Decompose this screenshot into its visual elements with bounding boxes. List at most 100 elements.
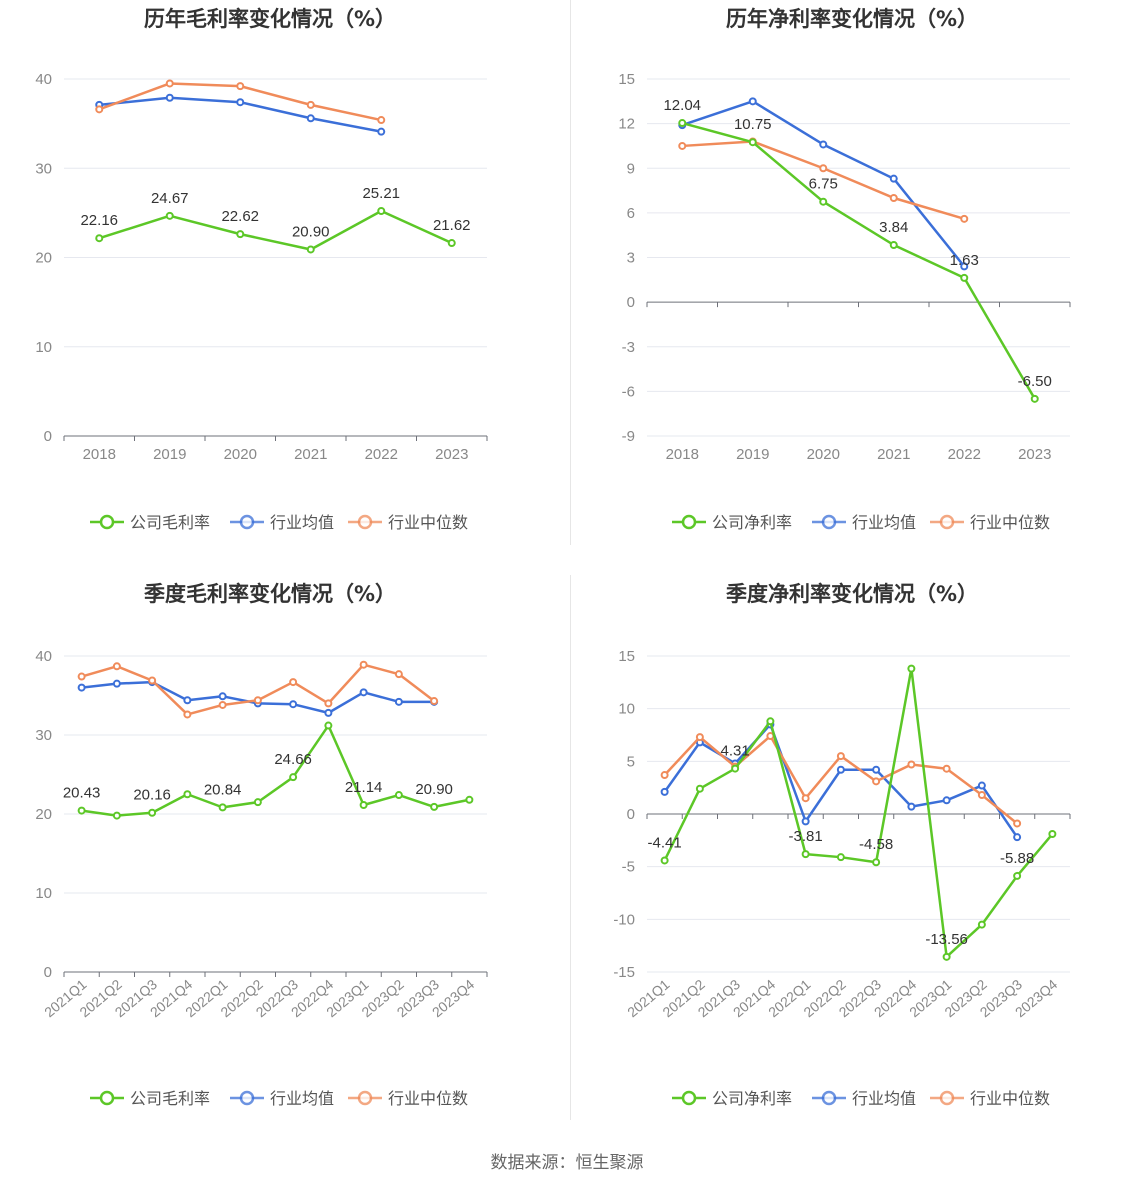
industry_avg-point[interactable] (942, 796, 951, 805)
company-point[interactable] (218, 803, 227, 812)
company-point[interactable] (801, 850, 810, 859)
company-point[interactable] (1013, 871, 1022, 880)
company-point[interactable] (907, 664, 916, 673)
industry_avg-point[interactable] (819, 140, 828, 149)
company-point[interactable] (465, 795, 474, 804)
industry_median-point[interactable] (1013, 819, 1022, 828)
industry_median-point[interactable] (324, 699, 333, 708)
industry_median-point[interactable] (801, 794, 810, 803)
industry_avg-point[interactable] (836, 765, 845, 774)
industry_avg-point[interactable] (165, 93, 174, 102)
industry_median-point[interactable] (218, 700, 227, 709)
company-point[interactable] (889, 241, 898, 250)
company-point[interactable] (430, 802, 439, 811)
industry_avg-point[interactable] (289, 700, 298, 709)
industry_avg-point[interactable] (218, 692, 227, 701)
industry_avg-point[interactable] (77, 683, 86, 692)
company-point[interactable] (678, 119, 687, 128)
industry_median-point[interactable] (394, 670, 403, 679)
company-point[interactable] (112, 811, 121, 820)
legend-item-industry_avg[interactable]: 行业均值 (812, 1089, 916, 1108)
industry_median-point[interactable] (907, 760, 916, 769)
industry_avg-point[interactable] (660, 787, 669, 796)
industry_median-point[interactable] (253, 696, 262, 705)
legend-item-industry_median[interactable]: 行业中位数 (930, 1089, 1050, 1108)
industry_median-point[interactable] (660, 771, 669, 780)
industry_median-point[interactable] (236, 82, 245, 91)
company-point[interactable] (766, 717, 775, 726)
legend-item-industry_avg[interactable]: 行业均值 (230, 513, 334, 532)
industry_avg-point[interactable] (748, 97, 757, 106)
industry_avg-point[interactable] (306, 114, 315, 123)
legend-item-company[interactable]: 公司毛利率 (90, 1089, 210, 1108)
industry_median-point[interactable] (872, 777, 881, 786)
legend-item-industry_avg[interactable]: 行业均值 (230, 1089, 334, 1108)
industry_median-point[interactable] (889, 194, 898, 202)
company-point[interactable] (819, 197, 828, 206)
legend-item-industry_avg[interactable]: 行业均值 (812, 513, 916, 532)
company-point[interactable] (748, 138, 757, 147)
company-point[interactable] (1030, 394, 1039, 403)
industry_median-point[interactable] (977, 791, 986, 800)
industry_median-point[interactable] (960, 214, 969, 223)
industry_avg-point[interactable] (377, 127, 386, 136)
industry_avg-point[interactable] (801, 817, 810, 826)
industry_median-point[interactable] (678, 141, 687, 150)
industry_median-point[interactable] (836, 752, 845, 761)
company-point[interactable] (165, 211, 174, 220)
company-point[interactable] (942, 952, 951, 961)
company-point[interactable] (447, 239, 456, 248)
company-point[interactable] (77, 806, 86, 815)
legend-item-industry_median[interactable]: 行业中位数 (348, 513, 468, 532)
company-point[interactable] (731, 764, 740, 773)
company-point[interactable] (289, 773, 298, 782)
legend-item-industry_median[interactable]: 行业中位数 (930, 513, 1050, 532)
company-point[interactable] (1048, 830, 1057, 839)
industry_avg-point[interactable] (359, 688, 368, 697)
company-point[interactable] (324, 721, 333, 730)
industry_median-point[interactable] (165, 79, 174, 88)
company-point[interactable] (148, 808, 157, 817)
company-point[interactable] (236, 230, 245, 239)
legend-item-company[interactable]: 公司净利率 (672, 513, 792, 532)
industry_avg-point[interactable] (960, 262, 969, 271)
legend-item-industry_median[interactable]: 行业中位数 (348, 1089, 468, 1108)
industry_median-point[interactable] (289, 678, 298, 687)
company-point[interactable] (660, 856, 669, 865)
industry_median-point[interactable] (148, 676, 157, 685)
company-point[interactable] (836, 853, 845, 862)
company-point[interactable] (977, 920, 986, 929)
industry_avg-point[interactable] (324, 708, 333, 717)
industry_avg-point[interactable] (1013, 833, 1022, 842)
industry_avg-point[interactable] (872, 765, 881, 774)
industry_avg-point[interactable] (889, 174, 898, 183)
industry_avg-point[interactable] (183, 696, 192, 705)
industry_avg-point[interactable] (977, 781, 986, 790)
company-point[interactable] (394, 791, 403, 800)
industry_median-point[interactable] (112, 662, 121, 671)
company-point[interactable] (253, 798, 262, 807)
industry_avg-point[interactable] (394, 697, 403, 706)
industry_median-point[interactable] (819, 164, 828, 173)
company-point[interactable] (377, 207, 386, 216)
industry_median-point[interactable] (695, 733, 704, 742)
company-point[interactable] (306, 245, 315, 254)
company-point[interactable] (695, 784, 704, 793)
industry_median-point[interactable] (95, 105, 104, 114)
industry_avg-point[interactable] (907, 802, 916, 811)
industry_median-point[interactable] (377, 116, 386, 125)
company-point[interactable] (95, 234, 104, 243)
industry_avg-point[interactable] (236, 98, 245, 107)
company-point[interactable] (183, 790, 192, 799)
industry_median-point[interactable] (942, 764, 951, 773)
industry_median-point[interactable] (183, 710, 192, 719)
company-point[interactable] (960, 273, 969, 282)
industry_avg-point[interactable] (112, 679, 121, 688)
industry_median-point[interactable] (359, 660, 368, 669)
company-point[interactable] (872, 858, 881, 867)
industry_median-point[interactable] (77, 672, 86, 681)
legend-item-company[interactable]: 公司净利率 (672, 1089, 792, 1108)
industry_median-point[interactable] (306, 100, 315, 109)
company-point[interactable] (359, 800, 368, 809)
industry_median-point[interactable] (430, 697, 439, 706)
